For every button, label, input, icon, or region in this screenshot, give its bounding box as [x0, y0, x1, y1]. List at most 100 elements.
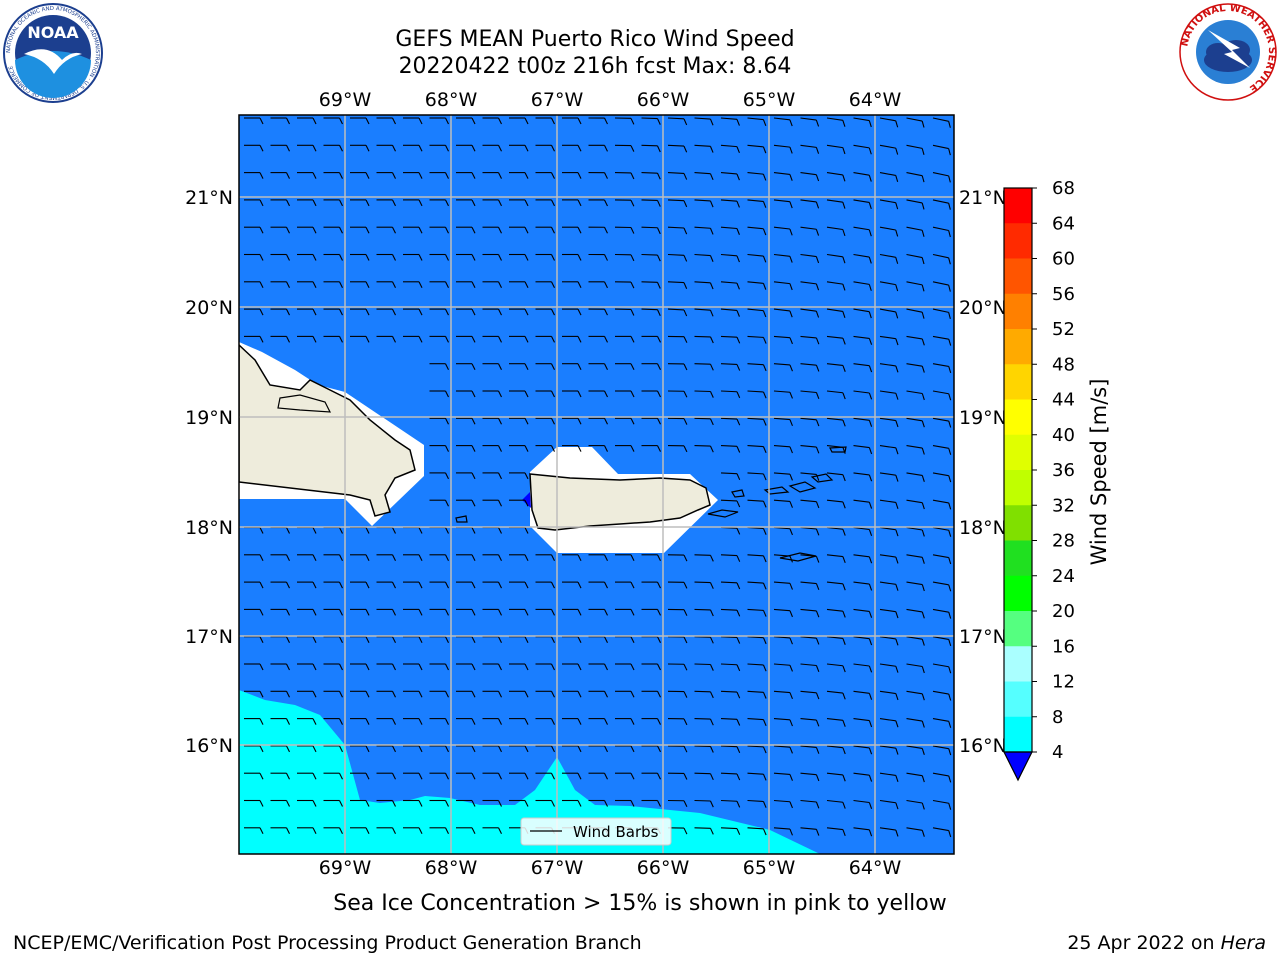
barb-flag — [762, 119, 767, 127]
barb-flag — [471, 581, 476, 589]
barb-flag — [392, 772, 396, 780]
barb-flag — [789, 337, 793, 345]
wind-barb — [773, 117, 793, 127]
barb-flag — [604, 418, 608, 425]
wind-barb — [826, 799, 846, 809]
barb-shaft — [879, 690, 896, 695]
wind-barb — [932, 363, 952, 374]
barb-shaft — [826, 417, 843, 421]
barb-flag — [895, 638, 899, 646]
legend-box — [520, 817, 672, 846]
wind-barb — [244, 608, 264, 616]
barb-flag — [895, 202, 899, 210]
wind-barb — [535, 199, 555, 207]
barb-flag — [339, 691, 343, 698]
colorbar-cell — [1004, 188, 1032, 224]
barb-flag — [948, 284, 951, 292]
barb-flag — [524, 609, 529, 616]
barb-flag — [259, 827, 264, 835]
barb-flag — [736, 173, 740, 181]
wind-barb — [932, 526, 952, 537]
wind-barb — [456, 772, 476, 780]
lon-label: 69°W — [319, 857, 372, 879]
barb-flag — [339, 254, 343, 261]
colorbar-cell — [1004, 611, 1032, 647]
barb-flag — [895, 420, 899, 428]
barb-flag — [312, 663, 317, 671]
wind-barb — [879, 690, 899, 701]
barb-shaft — [826, 472, 843, 476]
wind-barb — [244, 281, 264, 289]
barb-flag — [630, 336, 635, 343]
lon-label: 66°W — [637, 89, 690, 111]
wind-barb — [641, 226, 661, 235]
barb-flag — [709, 636, 714, 644]
barb-flag — [418, 691, 423, 698]
wind-barb — [853, 226, 872, 237]
wind-barb — [641, 690, 661, 698]
barb-flag — [842, 774, 846, 782]
barb-flag — [630, 554, 635, 562]
wind-barb — [932, 554, 952, 565]
colorbar-tick-label: 12 — [1052, 672, 1075, 693]
wind-barb — [456, 554, 476, 562]
wind-barb — [694, 745, 714, 753]
barb-flag — [630, 718, 635, 725]
mona-island — [455, 515, 468, 523]
wind-barb — [403, 253, 423, 261]
barb-flag — [789, 473, 793, 481]
wind-barb — [429, 690, 449, 698]
wind-barb — [641, 663, 661, 671]
wind-barb — [667, 199, 688, 208]
wind-barb — [906, 690, 925, 701]
wind-barb — [562, 554, 582, 562]
barb-flag — [498, 145, 502, 152]
barb-flag — [921, 148, 925, 155]
wind-barb — [694, 335, 714, 344]
barb-flag — [921, 720, 925, 728]
barb-shaft — [906, 445, 923, 449]
barb-flag — [604, 117, 608, 125]
barb-shaft — [932, 554, 949, 559]
wind-barb — [456, 472, 476, 480]
barb-flag — [657, 691, 661, 698]
wind-barb — [588, 718, 608, 725]
lat-label: 18°N — [959, 517, 1007, 539]
barb-shaft — [667, 253, 685, 256]
colorbar-tick-label: 52 — [1052, 319, 1075, 340]
barb-flag — [418, 581, 423, 589]
barb-flag — [551, 772, 555, 780]
barb-shaft — [932, 281, 949, 286]
wind-barb — [456, 335, 476, 343]
barb-shaft — [773, 417, 790, 421]
wind-barb — [509, 718, 529, 725]
barb-shaft — [932, 445, 949, 449]
barb-flag — [577, 691, 582, 698]
wind-barb — [800, 172, 820, 182]
barb-flag — [736, 418, 741, 426]
barb-flag — [339, 336, 343, 343]
barb-flag — [392, 199, 396, 207]
wind-barb — [376, 608, 396, 616]
wind-barb — [562, 581, 582, 589]
wind-barb — [932, 253, 951, 265]
barb-shaft — [853, 172, 870, 176]
barb-shaft — [773, 363, 790, 366]
wind-barb — [244, 144, 264, 152]
wind-barb — [535, 445, 555, 452]
colorbar-cell — [1004, 505, 1032, 541]
barb-flag — [312, 609, 317, 616]
barb-flag — [921, 830, 925, 837]
wind-barb — [456, 690, 476, 698]
barb-flag — [524, 254, 529, 261]
wind-barb — [853, 199, 872, 210]
wind-barb — [879, 308, 899, 319]
wind-barb — [906, 745, 925, 755]
barb-flag — [868, 529, 873, 537]
colorbar-cell — [1004, 329, 1032, 365]
wind-barb — [641, 308, 661, 316]
barb-flag — [392, 554, 396, 562]
barb-flag — [709, 582, 714, 589]
wind-barb — [641, 390, 661, 398]
wind-barb — [879, 554, 899, 564]
